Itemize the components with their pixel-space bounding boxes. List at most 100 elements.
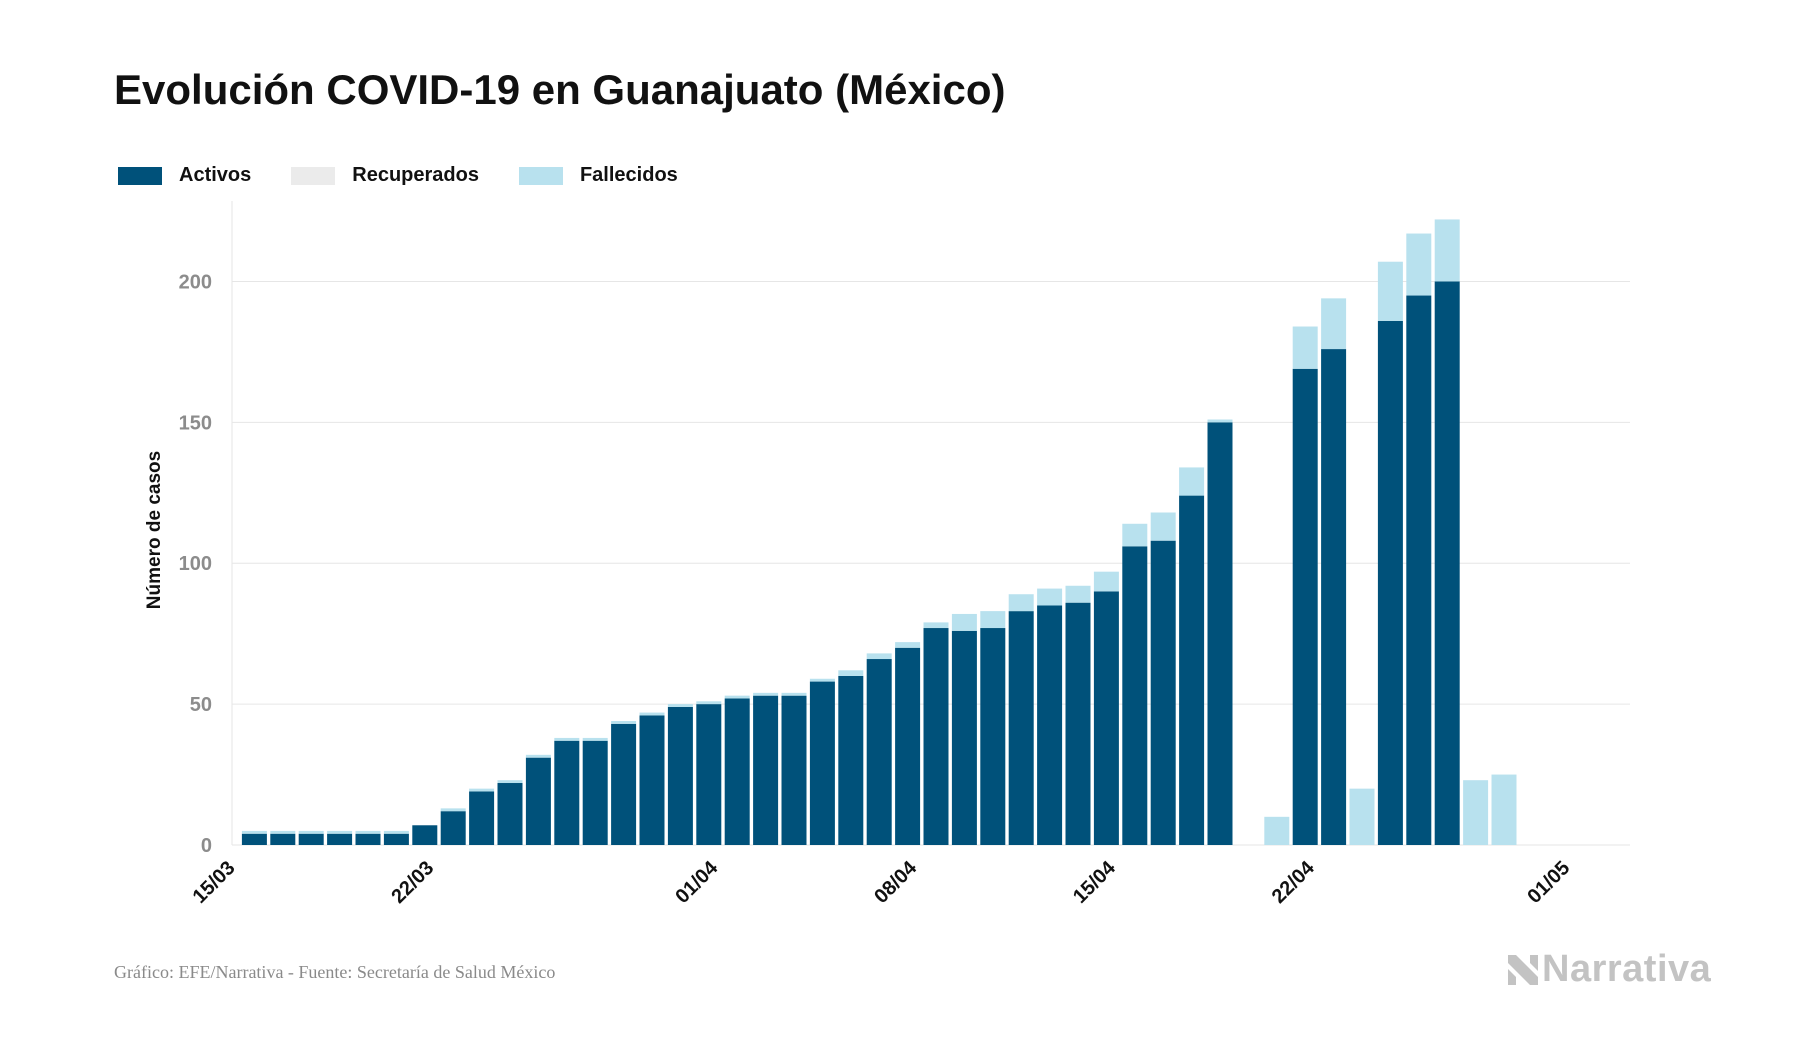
bar-fallecidos-1 <box>241 830 267 834</box>
narrativa-logo-text: Narrativa <box>1542 948 1712 990</box>
bar-fallecidos-41 <box>1377 261 1403 321</box>
bar-fallecidos-40 <box>1349 788 1375 845</box>
bar-fallecidos-25 <box>923 622 949 629</box>
bar-fallecidos-14 <box>611 721 637 724</box>
bar-activos-33 <box>1150 540 1176 845</box>
legend-swatch-fallecidos <box>518 166 563 185</box>
bar-activos-9 <box>469 791 495 845</box>
x-tick-label-01-04: 01/04 <box>671 856 723 908</box>
bar-activos-17 <box>696 704 722 845</box>
bar-fallecidos-9 <box>469 788 495 792</box>
bar-activos-22 <box>838 675 864 845</box>
x-tick-label-15-04: 15/04 <box>1069 856 1121 908</box>
bar-fallecidos-2 <box>270 830 296 834</box>
bar-fallecidos-33 <box>1150 512 1176 541</box>
bar-fallecidos-34 <box>1179 467 1205 496</box>
y-axis-ticks: 0 50 100 150 200 <box>179 271 212 857</box>
bar-fallecidos-45 <box>1491 774 1517 845</box>
bar-activos-15 <box>639 715 665 845</box>
bar-activos-21 <box>809 681 835 845</box>
bar-fallecidos-27 <box>980 611 1006 629</box>
bar-activos-42 <box>1406 295 1432 845</box>
x-axis-ticks: 15/03 22/03 01/04 08/04 15/04 22/04 01/05 <box>189 856 1575 908</box>
bar-activos-4 <box>327 833 353 845</box>
x-tick-label-22-04: 22/04 <box>1268 856 1320 908</box>
bar-fallecidos-6 <box>383 830 409 834</box>
bar-activos-18 <box>724 698 750 845</box>
legend-item-recuperados: Recuperados <box>291 164 479 187</box>
bar-activos-8 <box>440 811 466 845</box>
bar-activos-35 <box>1207 422 1233 845</box>
bar-fallecidos-44 <box>1463 780 1489 845</box>
bar-fallecidos-39 <box>1321 298 1347 350</box>
x-tick-label-15-03: 15/03 <box>189 857 240 908</box>
bar-activos-29 <box>1037 605 1063 845</box>
bar-fallecidos-26 <box>951 613 977 631</box>
bar-fallecidos-28 <box>1008 594 1034 612</box>
bar-fallecidos-32 <box>1122 523 1148 547</box>
legend-swatch-recuperados <box>291 166 336 185</box>
bar-fallecidos-20 <box>781 692 807 696</box>
bar-activos-26 <box>951 630 977 845</box>
chart-title: Evolución COVID-19 en Guanajuato (México… <box>114 66 1006 113</box>
legend-swatch-activos <box>118 166 162 185</box>
bar-activos-12 <box>554 740 580 845</box>
bar-activos-16 <box>667 706 693 845</box>
bar-fallecidos-29 <box>1037 588 1063 606</box>
y-tick-label-200: 200 <box>179 271 212 293</box>
bar-activos-32 <box>1122 546 1148 845</box>
bars <box>241 219 1517 846</box>
bar-activos-11 <box>525 757 551 845</box>
bar-fallecidos-5 <box>355 830 381 834</box>
bar-activos-30 <box>1065 602 1091 845</box>
bar-fallecidos-42 <box>1406 233 1432 296</box>
legend-label-recuperados: Recuperados <box>352 164 479 186</box>
x-tick-label-22-03: 22/03 <box>387 857 438 908</box>
bar-activos-5 <box>355 833 381 845</box>
bar-activos-1 <box>241 833 267 845</box>
bar-activos-43 <box>1434 281 1460 845</box>
bar-fallecidos-21 <box>809 678 835 682</box>
bar-activos-2 <box>270 833 296 845</box>
bar-fallecidos-24 <box>895 642 921 648</box>
y-axis-label: Número de casos <box>144 451 165 609</box>
legend-item-fallecidos: Fallecidos <box>518 164 678 187</box>
bar-activos-20 <box>781 695 807 845</box>
bar-activos-25 <box>923 628 949 845</box>
bar-fallecidos-22 <box>838 670 864 676</box>
bar-fallecidos-19 <box>753 692 779 696</box>
bar-fallecidos-4 <box>327 830 353 834</box>
bar-fallecidos-17 <box>696 701 722 705</box>
y-tick-label-50: 50 <box>190 694 212 716</box>
bar-fallecidos-12 <box>554 737 580 741</box>
x-tick-label-08-04: 08/04 <box>870 856 922 908</box>
bar-activos-7 <box>412 825 438 845</box>
bar-fallecidos-13 <box>582 737 608 741</box>
bar-fallecidos-18 <box>724 695 750 699</box>
y-tick-label-0: 0 <box>201 835 212 857</box>
bar-activos-39 <box>1321 349 1347 845</box>
x-tick-label-01-05: 01/05 <box>1523 857 1574 908</box>
bar-fallecidos-11 <box>525 754 551 758</box>
bar-fallecidos-43 <box>1434 219 1460 282</box>
legend-item-activos: Activos <box>118 164 251 187</box>
bar-fallecidos-37 <box>1264 816 1290 845</box>
legend-label-fallecidos: Fallecidos <box>579 164 678 186</box>
bar-activos-27 <box>980 628 1006 845</box>
bar-fallecidos-30 <box>1065 585 1091 603</box>
bar-activos-10 <box>497 783 523 845</box>
bar-activos-31 <box>1093 591 1119 845</box>
bar-fallecidos-8 <box>440 808 466 812</box>
y-tick-label-150: 150 <box>179 412 212 434</box>
bar-fallecidos-35 <box>1207 419 1233 423</box>
bar-activos-38 <box>1292 368 1318 845</box>
bar-activos-14 <box>611 723 637 845</box>
narrativa-logo-icon <box>1508 954 1538 985</box>
legend-label-activos: Activos <box>179 164 252 186</box>
bar-fallecidos-38 <box>1292 326 1318 369</box>
bar-activos-41 <box>1377 320 1403 846</box>
bar-activos-24 <box>895 647 921 845</box>
bar-activos-19 <box>753 695 779 845</box>
bar-fallecidos-3 <box>298 830 324 834</box>
bar-fallecidos-15 <box>639 712 665 716</box>
